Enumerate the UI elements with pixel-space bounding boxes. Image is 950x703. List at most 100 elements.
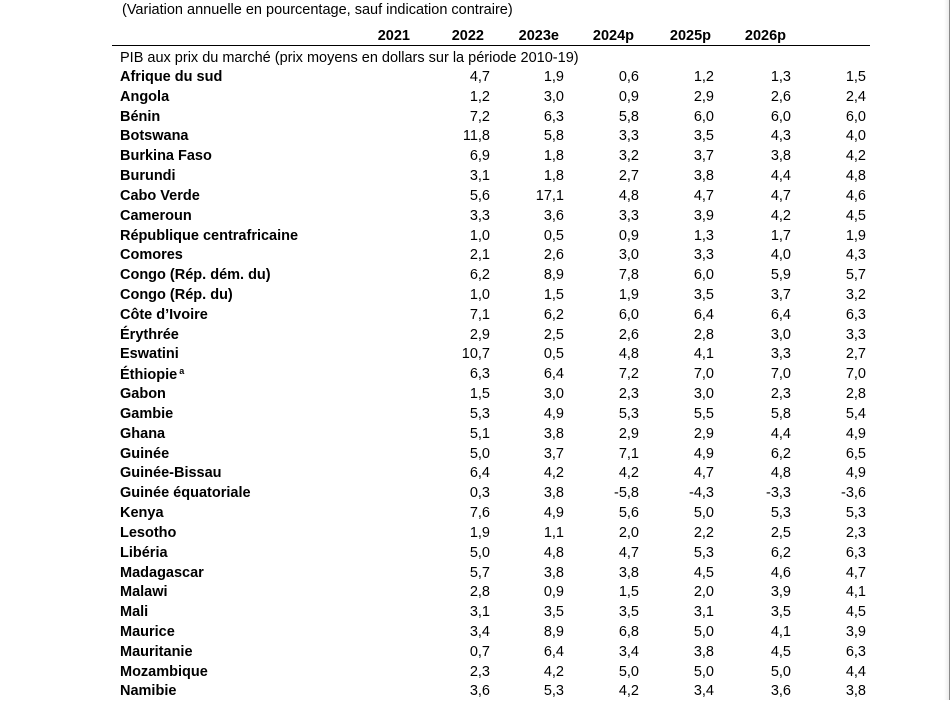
table-cell: 6,4	[469, 465, 490, 482]
country-name: Gabon	[120, 386, 166, 402]
table-cell: 1,2	[693, 69, 714, 85]
table-cell: 4,8	[845, 168, 866, 185]
country-name: Côte d’Ivoire	[120, 307, 208, 323]
table-cell: 6,4	[770, 306, 791, 323]
table-cell: 3,8	[693, 643, 714, 660]
table-cell: 3,2	[618, 148, 639, 165]
table-cell: 6,5	[845, 445, 866, 462]
table-cell: 3,8	[693, 168, 714, 185]
country-label: Côte d’Ivoire	[120, 306, 208, 323]
country-name: Éthiopie a	[120, 366, 184, 383]
country-name: Bénin	[120, 109, 160, 125]
table-cell: 5,0	[618, 663, 639, 680]
table-cell: 6,4	[693, 306, 714, 323]
table-cell: 4,6	[845, 187, 866, 204]
table-cell: 6,4	[543, 366, 564, 383]
table-cell: 0,9	[618, 227, 639, 244]
table-cell: 3,6	[469, 683, 490, 700]
table-cell: 1,5	[618, 584, 639, 601]
table-cell: 0,5	[543, 227, 564, 244]
table-cell: 2,8	[469, 584, 490, 601]
table-cell: 2,9	[693, 425, 714, 442]
table-cell: 4,5	[693, 564, 714, 581]
table-cell: 5,0	[693, 505, 714, 522]
table-cell: 3,7	[693, 148, 714, 165]
country-label: Bénin	[120, 108, 161, 125]
table-cell: 4,2	[543, 663, 564, 680]
table-cell: 4,8	[618, 187, 639, 204]
table-cell: 3,0	[770, 326, 791, 343]
table-cell: 1,9	[543, 69, 564, 85]
table-cell: 3,3	[469, 207, 490, 224]
table-cell: 5,6	[618, 505, 639, 522]
table-cell: 6,8	[618, 623, 639, 640]
table-row: Guinée-Bissau 6,4 4,2 4,2 4,7 4,8 4,9	[0, 465, 950, 485]
country-name: Guinée équatoriale	[120, 485, 251, 501]
table-row: Botswana 11,8 5,8 3,3 3,5 4,3 4,0	[0, 128, 950, 148]
table-cell: 7,2	[618, 366, 639, 383]
table-cell: 6,2	[543, 306, 564, 323]
table-cell: 2,3	[469, 663, 490, 680]
country-label: République centrafricaine	[120, 227, 299, 244]
table-cell: 3,8	[543, 425, 564, 442]
table-cell: 4,0	[770, 247, 791, 264]
table-cell: 4,0	[845, 128, 866, 145]
country-name: Eswatini	[120, 346, 179, 362]
country-name: Cameroun	[120, 208, 192, 224]
table-cell: 3,6	[543, 207, 564, 224]
table-cell: 4,5	[845, 207, 866, 224]
country-name: Angola	[120, 89, 169, 105]
table-cell: 4,7	[469, 69, 490, 85]
table-cell: 3,2	[845, 287, 866, 304]
country-name: Kenya	[120, 505, 164, 521]
country-label: Guinée équatoriale	[120, 485, 251, 502]
table-cell: 4,8	[770, 465, 791, 482]
country-label: Gabon	[120, 386, 166, 403]
country-label: Afrique du sud	[120, 69, 223, 85]
country-label: Burundi	[120, 168, 176, 185]
table-cell: 2,2	[693, 524, 714, 541]
table-subtitle: (Variation annuelle en pourcentage, sauf…	[122, 2, 513, 18]
country-name: Guinée-Bissau	[120, 465, 222, 481]
country-name: Burkina Faso	[120, 148, 212, 164]
table-cell: 3,3	[845, 326, 866, 343]
table-cell: 2,1	[469, 247, 490, 264]
table-row: Érythrée 2,9 2,5 2,6 2,8 3,0 3,3	[0, 327, 950, 347]
table-cell: 6,0	[693, 267, 714, 284]
table-cell: 6,3	[543, 108, 564, 125]
table-cell: 3,8	[543, 564, 564, 581]
table-cell: 3,3	[693, 247, 714, 264]
table-cell: 2,3	[770, 386, 791, 403]
table-row: Comores 2,1 2,6 3,0 3,3 4,0 4,3	[0, 247, 950, 267]
table-cell: 3,6	[770, 683, 791, 700]
table-cell: 5,0	[693, 623, 714, 640]
table-row: Angola 1,2 3,0 0,9 2,9 2,6 2,4	[0, 89, 950, 109]
table-cell: -5,8	[614, 485, 639, 502]
country-label: Kenya	[120, 505, 164, 522]
country-label: Namibie	[120, 683, 177, 700]
table-cell: 4,2	[618, 465, 639, 482]
table-cell: 5,0	[469, 445, 490, 462]
table-cell: 1,1	[543, 524, 564, 541]
column-header-2021: 2021	[377, 28, 410, 44]
table-cell: 1,9	[469, 524, 490, 541]
table-cell: 3,4	[469, 623, 490, 640]
table-cell: 4,1	[693, 346, 714, 363]
country-label: Mauritanie	[120, 643, 193, 660]
table-cell: 2,9	[618, 425, 639, 442]
table-cell: 4,9	[845, 465, 866, 482]
table-cell: 0,5	[543, 346, 564, 363]
country-label: Eswatini	[120, 346, 179, 363]
table-cell: 1,7	[770, 227, 791, 244]
table-cell: 6,3	[469, 366, 490, 383]
country-label: Libéria	[120, 544, 168, 561]
country-name: Lesotho	[120, 525, 176, 541]
table-cell: 5,7	[845, 267, 866, 284]
table-row: Guinée équatoriale 0,3 3,8 -5,8 -4,3 -3,3 -3,6	[0, 485, 950, 505]
table-cell: 5,9	[770, 267, 791, 284]
country-label: Guinée-Bissau	[120, 465, 222, 482]
country-name: Gambie	[120, 406, 173, 422]
table-cell: 3,0	[543, 386, 564, 403]
country-name: Congo (Rép. dém. du)	[120, 267, 271, 283]
table-cell: 0,6	[618, 69, 639, 85]
